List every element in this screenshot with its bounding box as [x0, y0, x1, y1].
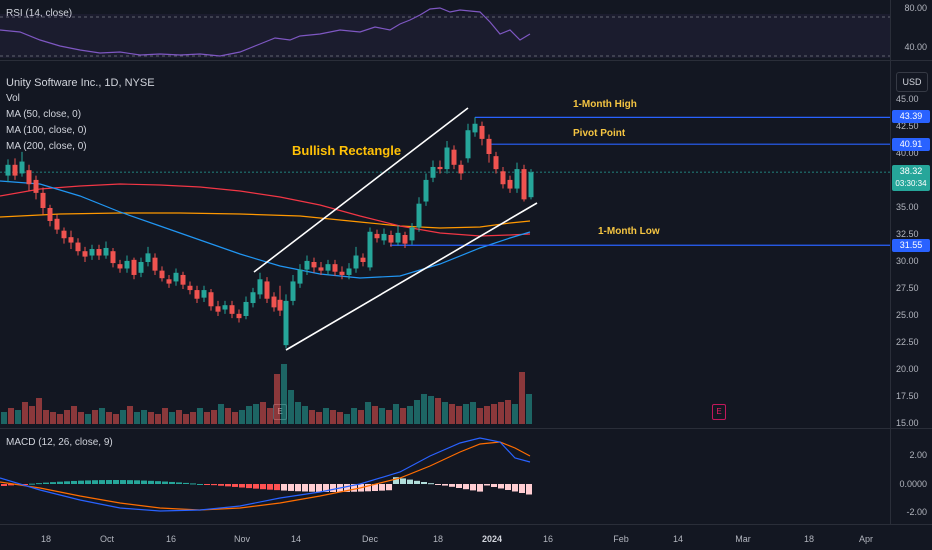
time-axis[interactable]: 18 Oct 16 Nov 14 Dec 18 2024 16 Feb 14 M…	[0, 525, 932, 550]
price-axis[interactable]	[890, 61, 932, 428]
price-tick: 25.00	[896, 310, 919, 320]
price-tick: 32.50	[896, 229, 919, 239]
rsi-tick-80: 80.00	[904, 3, 927, 13]
x-tick: 18	[40, 534, 52, 544]
price-tick: 20.00	[896, 364, 919, 374]
last-price-countdown: 03:30:34	[895, 179, 927, 188]
pivot-price-badge: 40.91	[892, 138, 930, 151]
pattern-annotation: Bullish Rectangle	[292, 143, 402, 158]
rsi-title: RSI (14, close)	[6, 8, 73, 19]
price-tick: 30.00	[896, 256, 919, 266]
ma100-label: MA (100, close, 0)	[6, 125, 87, 136]
high-price-badge: 43.39	[892, 110, 930, 123]
x-tick: Mar	[735, 534, 751, 544]
x-tick: 2024	[481, 534, 503, 544]
x-tick: Oct	[99, 534, 115, 544]
x-tick: 18	[803, 534, 815, 544]
price-tick: 15.00	[896, 418, 919, 428]
earnings-marker-upcoming[interactable]: E	[712, 404, 726, 420]
earnings-marker[interactable]: E	[273, 404, 287, 420]
ma50-label: MA (50, close, 0)	[6, 109, 82, 120]
price-pane[interactable]: Unity Software Inc., 1D, NYSE Vol MA (50…	[0, 61, 890, 428]
last-price-badge: 38.32 03:30:34	[892, 165, 930, 191]
price-tick: 27.50	[896, 283, 919, 293]
low-annotation: 1-Month Low	[598, 226, 660, 237]
pivot-annotation: Pivot Point	[573, 128, 626, 139]
symbol-title: Unity Software Inc., 1D, NYSE	[6, 77, 155, 89]
low-price-badge: 31.55	[892, 239, 930, 252]
price-tick: 35.00	[896, 202, 919, 212]
x-tick: 18	[432, 534, 444, 544]
price-tick: 22.50	[896, 337, 919, 347]
price-tick: 45.00	[896, 94, 919, 104]
x-tick: 14	[290, 534, 302, 544]
x-tick: Apr	[858, 534, 874, 544]
ma200-label: MA (200, close, 0)	[6, 141, 87, 152]
pane-separator[interactable]	[0, 60, 932, 61]
rsi-axis[interactable]: 80.00 40.00	[890, 0, 932, 60]
pane-separator	[0, 524, 932, 525]
x-tick: Nov	[233, 534, 251, 544]
price-tick: 40.00	[896, 148, 919, 158]
macd-pane[interactable]: MACD (12, 26, close, 9)	[0, 429, 890, 524]
x-tick: 16	[542, 534, 554, 544]
macd-tick-2: 2.00	[909, 450, 927, 460]
pane-separator[interactable]	[0, 428, 932, 429]
macd-axis[interactable]: 2.00 0.0000 -2.00	[890, 429, 932, 524]
price-tick: 17.50	[896, 391, 919, 401]
x-tick: 14	[672, 534, 684, 544]
vol-label: Vol	[6, 93, 20, 104]
price-tick: 42.50	[896, 121, 919, 131]
macd-tick-neg2: -2.00	[906, 507, 927, 517]
rsi-tick-40: 40.00	[904, 42, 927, 52]
macd-title: MACD (12, 26, close, 9)	[6, 437, 113, 448]
currency-button[interactable]: USD	[896, 72, 928, 92]
x-tick: Feb	[613, 534, 629, 544]
x-tick: Dec	[361, 534, 379, 544]
last-price: 38.32	[899, 166, 923, 176]
x-tick: 16	[165, 534, 177, 544]
rsi-pane[interactable]: RSI (14, close)	[0, 0, 890, 60]
high-annotation: 1-Month High	[573, 99, 637, 110]
macd-tick-0: 0.0000	[899, 479, 927, 489]
